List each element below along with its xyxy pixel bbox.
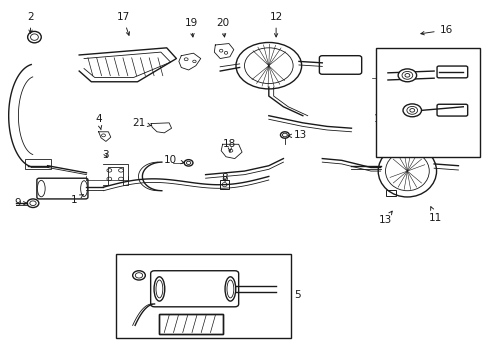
Text: 13: 13 bbox=[287, 130, 306, 140]
Text: 8: 8 bbox=[221, 173, 228, 183]
Text: 11: 11 bbox=[428, 207, 441, 222]
Text: 17: 17 bbox=[116, 13, 129, 35]
Text: 13: 13 bbox=[378, 211, 391, 225]
Ellipse shape bbox=[224, 277, 235, 301]
Text: 5: 5 bbox=[288, 290, 301, 300]
Bar bbox=[25, 158, 51, 169]
Text: 12: 12 bbox=[269, 13, 282, 37]
Bar bbox=[375, 48, 479, 157]
Text: 3: 3 bbox=[102, 150, 109, 160]
Bar bbox=[385, 190, 395, 196]
Text: 10: 10 bbox=[163, 156, 184, 165]
Bar bbox=[159, 314, 222, 334]
Ellipse shape bbox=[154, 277, 164, 301]
Text: 7: 7 bbox=[192, 311, 199, 321]
Text: 14: 14 bbox=[373, 113, 392, 123]
Ellipse shape bbox=[81, 181, 87, 197]
Text: 18: 18 bbox=[223, 139, 236, 152]
Text: 4: 4 bbox=[95, 114, 102, 130]
Ellipse shape bbox=[397, 69, 416, 82]
Bar bbox=[159, 314, 222, 334]
Text: 20: 20 bbox=[216, 18, 229, 37]
Text: 9: 9 bbox=[14, 198, 27, 208]
Ellipse shape bbox=[37, 180, 45, 197]
Text: 1: 1 bbox=[71, 195, 83, 204]
Bar bbox=[220, 180, 228, 189]
Text: 2: 2 bbox=[27, 13, 34, 33]
Ellipse shape bbox=[402, 104, 421, 117]
Text: 21: 21 bbox=[132, 118, 151, 128]
Text: 6: 6 bbox=[142, 273, 155, 283]
Text: 19: 19 bbox=[184, 18, 197, 37]
Bar bbox=[116, 254, 290, 338]
Text: 16: 16 bbox=[420, 25, 452, 35]
Text: 15: 15 bbox=[403, 138, 416, 148]
